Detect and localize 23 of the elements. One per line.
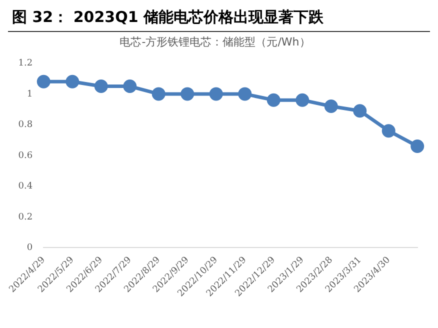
point	[353, 104, 367, 118]
point	[324, 99, 338, 113]
point	[382, 124, 396, 138]
point	[123, 80, 137, 94]
y-tick-label: 1.2	[18, 58, 33, 69]
point	[238, 87, 252, 101]
point	[180, 87, 194, 101]
chart-subtitle: 电芯-方形铁锂电芯：储能型（元/Wh）	[120, 35, 310, 48]
y-tick-label: 1	[26, 89, 33, 100]
point	[94, 80, 108, 94]
y-tick-label: 0	[26, 243, 33, 254]
point	[152, 87, 166, 101]
chart-title: 图 32： 2023Q1 储能电芯价格出现显著下跌	[8, 8, 430, 32]
y-tick-label: 0.4	[18, 182, 33, 192]
y-tick-label: 0.2	[18, 212, 33, 222]
point	[209, 87, 223, 101]
point	[296, 93, 310, 107]
point	[410, 139, 424, 153]
y-tick-label: 0.8	[18, 120, 33, 130]
point	[266, 93, 280, 107]
point	[36, 74, 50, 88]
y-tick-label: 0.6	[18, 150, 33, 161]
point	[66, 74, 80, 88]
